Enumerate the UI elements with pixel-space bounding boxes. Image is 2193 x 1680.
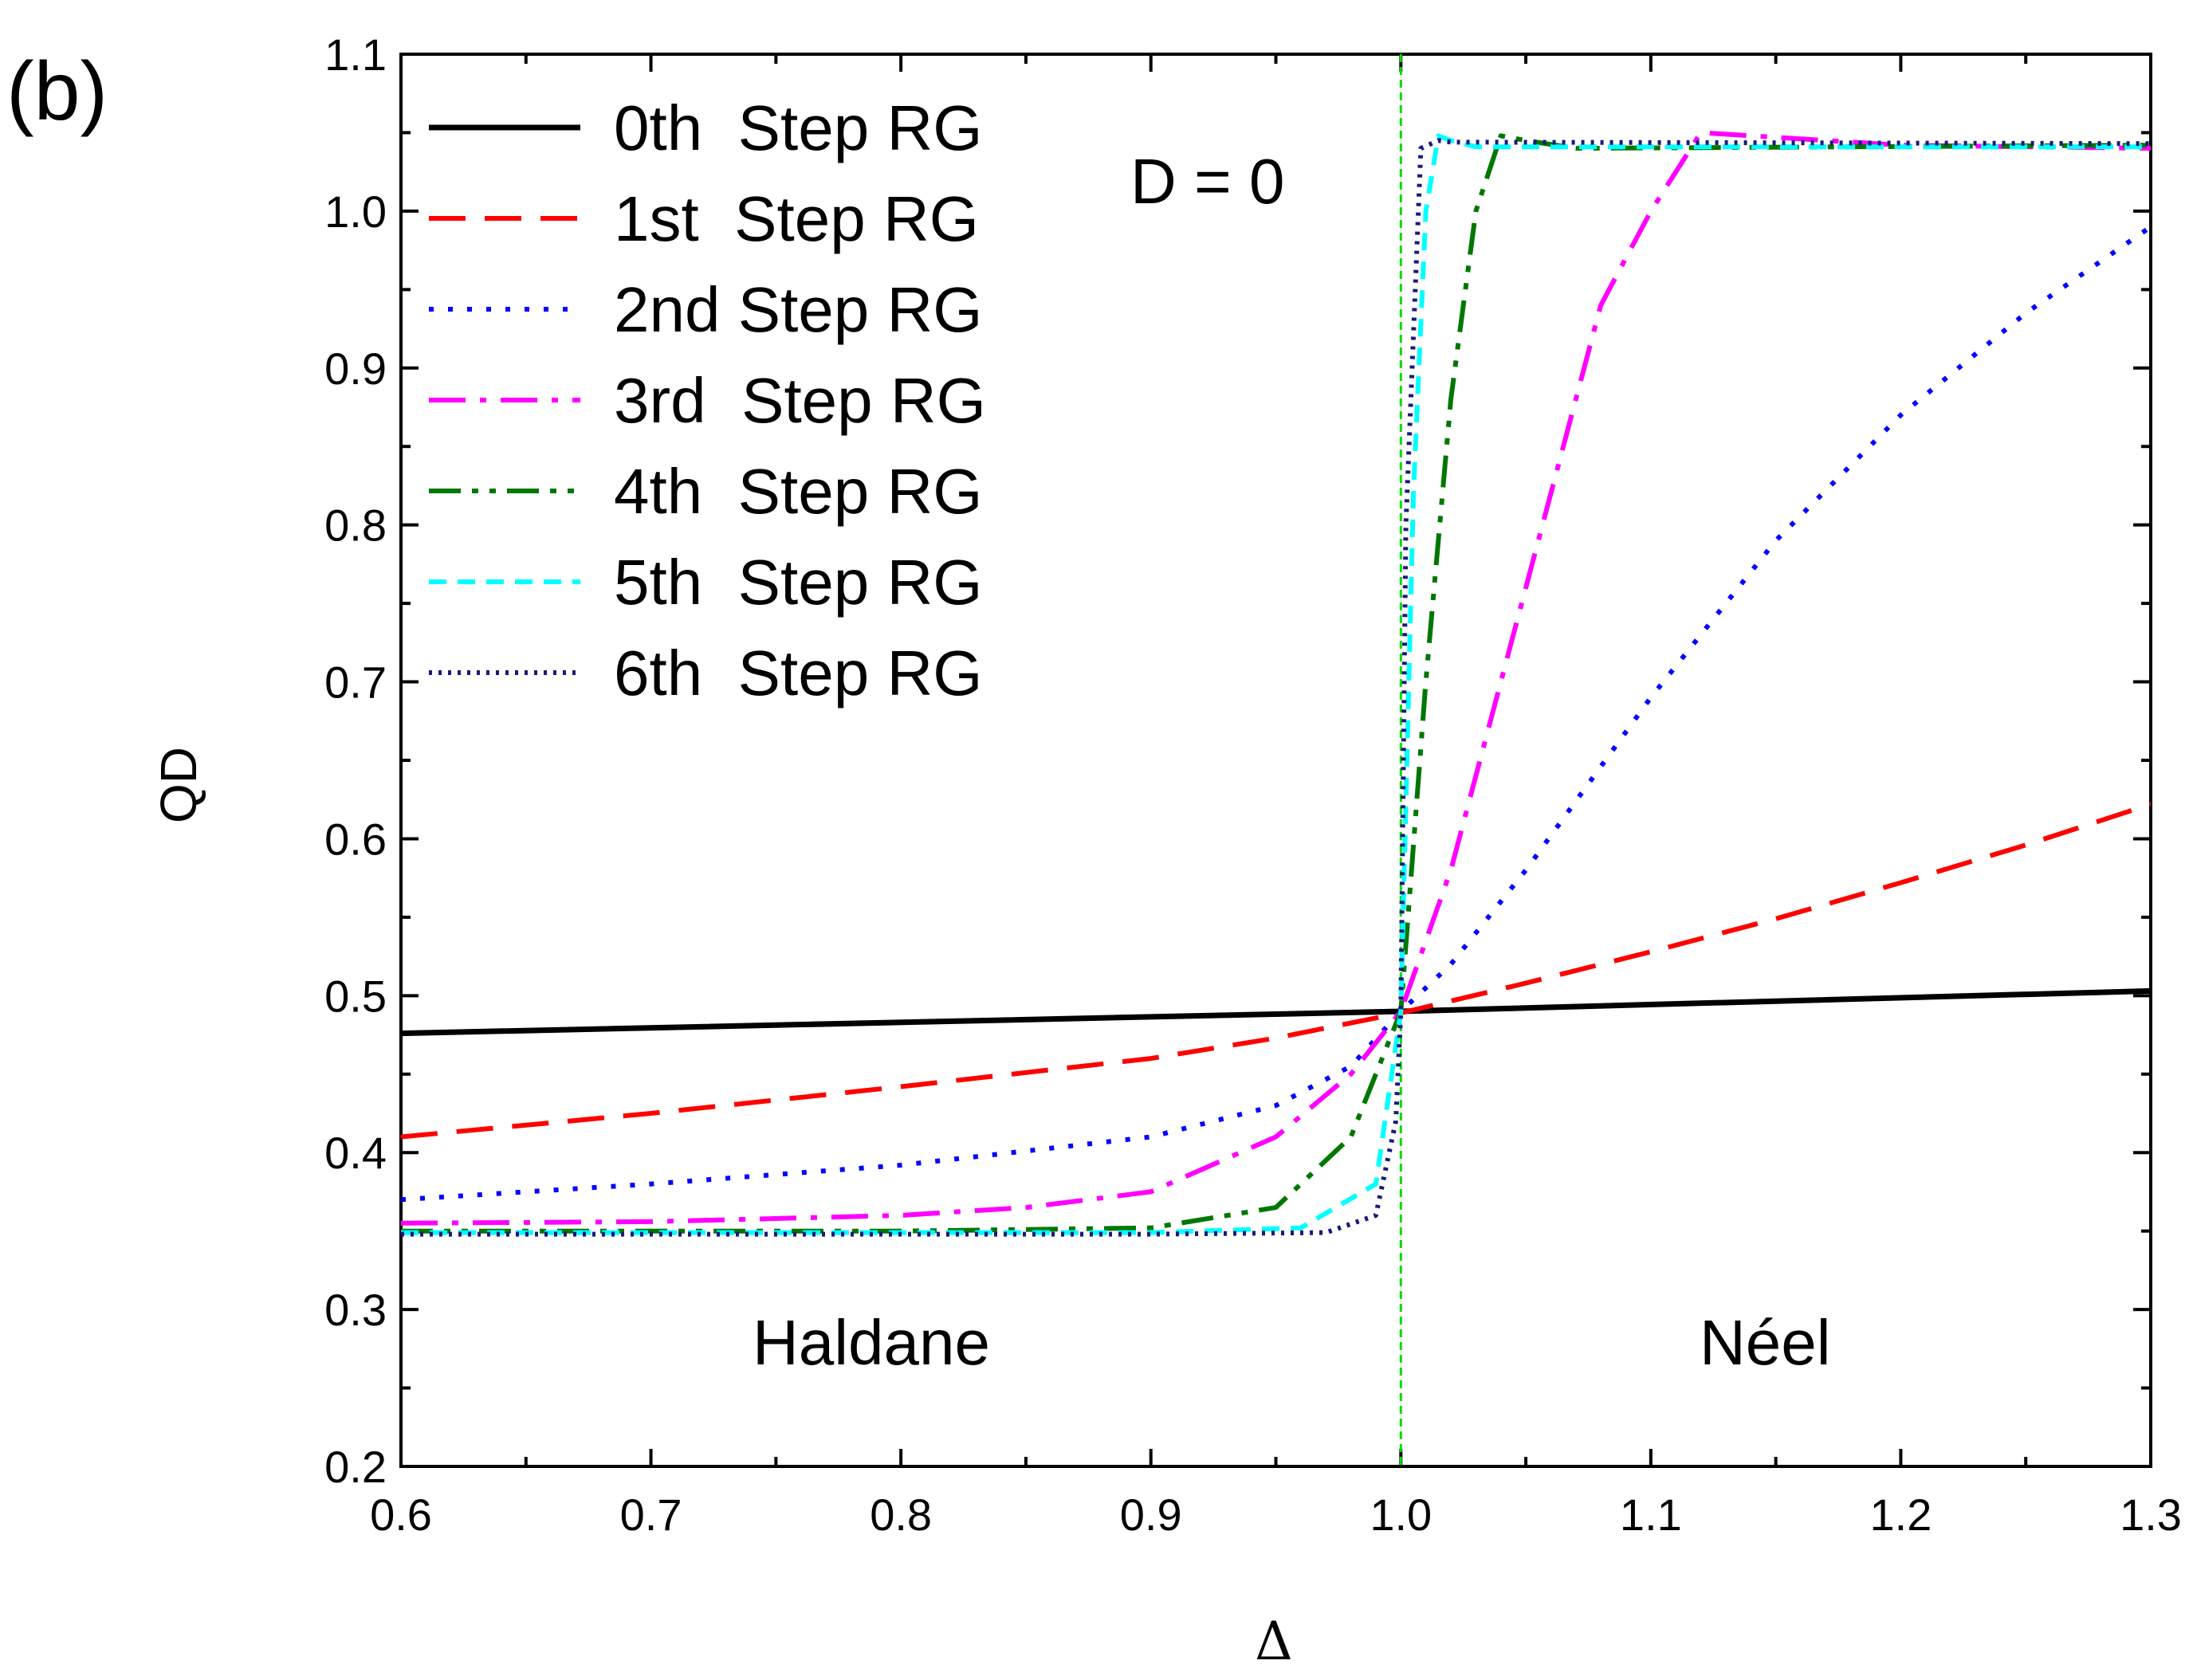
- x-tick-label: 1.1: [1620, 1490, 1682, 1540]
- x-tick-label: 1.2: [1869, 1490, 1932, 1540]
- y-tick-label: 0.8: [324, 500, 387, 551]
- axis-ticks: 0.6 0.7 0.8 0.9 1.0 1.1 1.2 1.3 0.2 0.3 0.4 0.5 0.6 0…: [324, 29, 2182, 1540]
- plot-frame: [399, 53, 2152, 1468]
- neel-phase-label: Néel: [1700, 1307, 1831, 1378]
- y-tick-label: 0.5: [324, 971, 387, 1021]
- legend-label-4: 4th Step RG: [614, 456, 982, 527]
- y-tick-label: 0.9: [324, 343, 387, 394]
- series-line-4: [401, 133, 2151, 1234]
- y-axis-title: QD: [150, 747, 207, 823]
- y-tick-label: 0.6: [324, 814, 387, 864]
- y-tick-label: 0.3: [324, 1285, 387, 1335]
- haldane-phase-label: Haldane: [753, 1307, 990, 1378]
- legend-label-3: 3rd Step RG: [614, 365, 986, 436]
- y-tick-label: 1.1: [324, 29, 387, 80]
- y-tick-label: 0.7: [324, 657, 387, 708]
- x-tick-label: 0.7: [620, 1490, 682, 1540]
- legend-label-1: 1st Step RG: [614, 183, 979, 254]
- series-line-3: [401, 130, 2151, 1226]
- series-lines: [401, 54, 2151, 1466]
- legend: 0th Step RG 1st Step RG 2nd Step RG 3rd Ste…: [429, 92, 986, 709]
- y-tick-label: 0.2: [324, 1442, 387, 1492]
- series-line-5: [401, 133, 2151, 1235]
- x-tick-label: 0.8: [870, 1490, 932, 1540]
- legend-label-2: 2nd Step RG: [614, 274, 983, 345]
- x-axis-title: Δ: [1255, 1611, 1293, 1672]
- series-line-0: [401, 987, 2151, 1037]
- x-tick-label: 1.3: [2120, 1490, 2182, 1540]
- legend-label-0: 0th Step RG: [614, 92, 982, 163]
- legend-label-5: 5th Step RG: [614, 547, 982, 618]
- series-line-2: [401, 225, 2151, 1203]
- series-line-1: [401, 802, 2151, 1140]
- y-tick-label: 0.4: [324, 1128, 387, 1178]
- x-tick-label: 0.9: [1120, 1490, 1182, 1540]
- legend-label-6: 6th Step RG: [614, 638, 982, 709]
- x-tick-label: 1.0: [1370, 1490, 1432, 1540]
- y-tick-label: 1.0: [324, 186, 387, 237]
- axes-frame: [399, 53, 2152, 1468]
- d-value-annotation: D = 0: [1130, 146, 1284, 217]
- panel-label: (b): [6, 45, 108, 138]
- x-tick-label: 0.6: [370, 1490, 432, 1540]
